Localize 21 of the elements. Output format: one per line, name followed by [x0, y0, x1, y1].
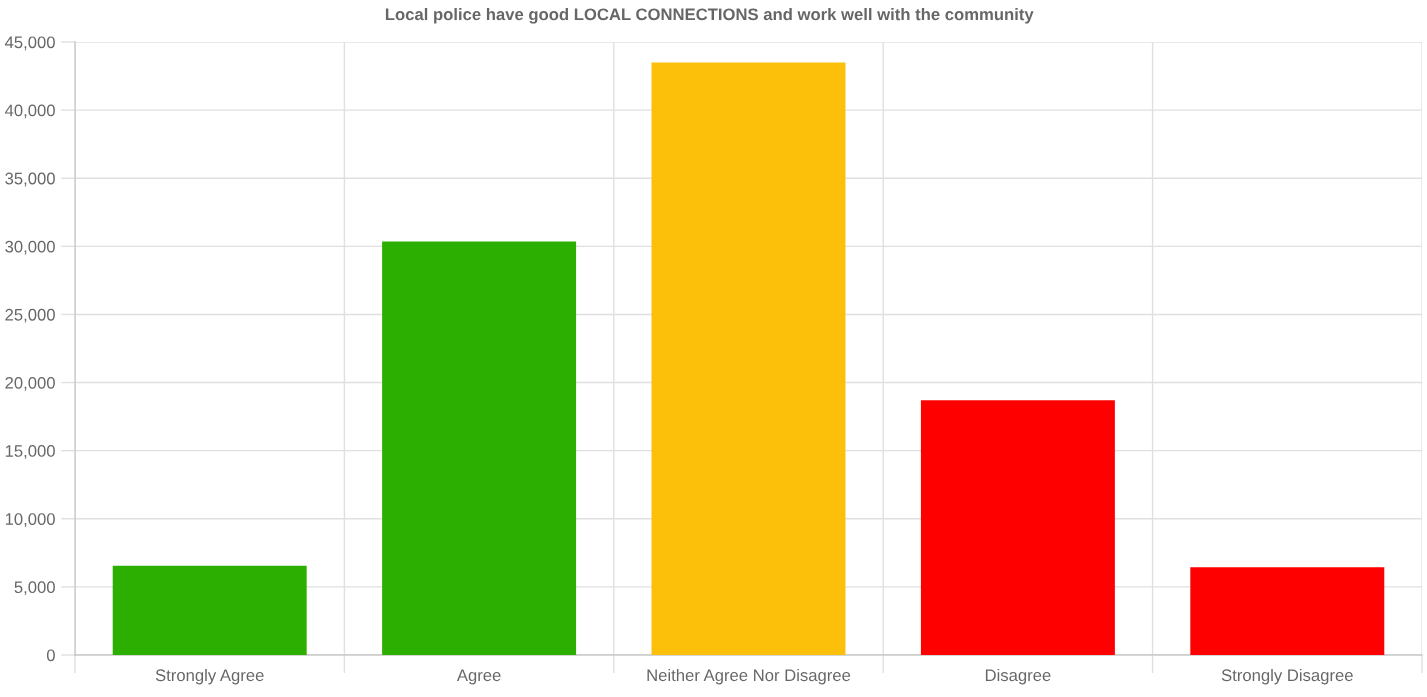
y-tick-label: 10,000: [5, 513, 55, 527]
y-tick-label: 30,000: [5, 240, 55, 255]
bar: [920, 400, 1115, 655]
y-tick-label: 20,000: [5, 376, 55, 391]
y-tick-label: 25,000: [5, 308, 55, 323]
y-tick-label: 0: [46, 649, 55, 662]
y-tick-label: 45,000: [4, 36, 55, 51]
x-tick-label: Strongly Disagree: [1221, 668, 1353, 685]
bar: [112, 565, 307, 655]
chart-title: Local police have good LOCAL CONNECTIONS and work well with the community: [385, 8, 1034, 24]
x-tick-label: Agree: [456, 669, 501, 685]
bar: [382, 241, 577, 655]
x-tick-label: Strongly Agree: [155, 668, 264, 685]
y-tick-label: 5,000: [14, 581, 55, 596]
x-tick-label: Disagree: [985, 668, 1051, 685]
bar: [1190, 567, 1385, 655]
bar: [651, 62, 846, 655]
y-tick-label: 15,000: [5, 445, 55, 459]
y-tick-label: 35,000: [5, 172, 55, 187]
x-tick-label: Neither Agree Nor Disagree: [647, 668, 851, 685]
y-tick-label: 40,000: [4, 104, 55, 119]
